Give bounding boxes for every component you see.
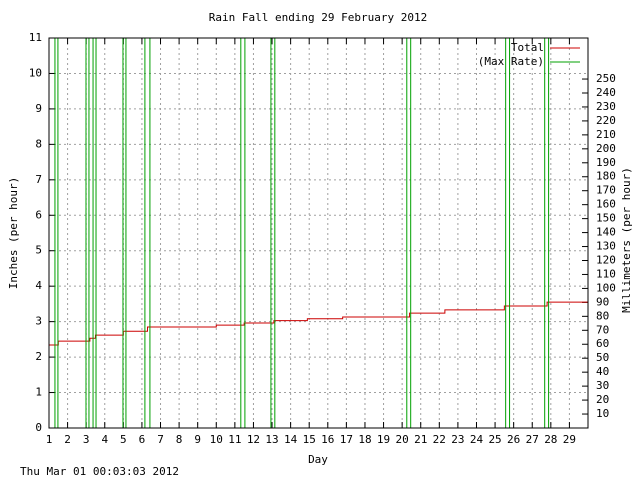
y2-tick-label: 190 (596, 156, 616, 169)
x-tick-label: 15 (303, 433, 316, 446)
y-tick-label: 1 (35, 386, 42, 399)
plot-border (48, 37, 589, 429)
x-tick-label: 14 (284, 433, 298, 446)
y-tick-label: 8 (35, 137, 42, 150)
chart-title: Rain Fall ending 29 February 2012 (209, 11, 428, 24)
y2-tick-label: 70 (596, 323, 609, 336)
y2-tick-label: 150 (596, 212, 616, 225)
x-tick-label: 7 (157, 433, 164, 446)
y-tick-label: 9 (35, 102, 42, 115)
x-tick-label: 1 (46, 433, 53, 446)
plot-area (49, 38, 588, 428)
x-tick-label: 27 (526, 433, 539, 446)
x-tick-label: 19 (377, 433, 390, 446)
y-tick-label: 4 (35, 279, 42, 292)
y2-tick-label: 20 (596, 393, 609, 406)
y2-tick-label: 50 (596, 351, 609, 364)
x-tick-label: 6 (139, 433, 146, 446)
y-tick-label: 5 (35, 244, 42, 257)
y2-tick-label: 210 (596, 128, 616, 141)
x-tick-label: 18 (358, 433, 371, 446)
x-tick-label: 24 (470, 433, 484, 446)
x-tick-label: 22 (433, 433, 446, 446)
y2-tick-label: 110 (596, 267, 616, 280)
legend-label: (Max Rate) (478, 55, 544, 68)
y2-tick-label: 220 (596, 114, 616, 127)
x-tick-label: 25 (488, 433, 501, 446)
x-tick-label: 5 (120, 433, 127, 446)
x-tick-label: 3 (83, 433, 90, 446)
y2-tick-label: 160 (596, 198, 616, 211)
y2-tick-label: 180 (596, 170, 616, 183)
y-tick-label: 10 (29, 66, 42, 79)
y2-tick-label: 80 (596, 309, 609, 322)
y2-tick-label: 170 (596, 184, 616, 197)
y2-tick-label: 200 (596, 142, 616, 155)
series-line (49, 301, 588, 346)
y-tick-label: 0 (35, 421, 42, 434)
timestamp: Thu Mar 01 00:03:03 2012 (20, 465, 179, 478)
y2-tick-label: 250 (596, 72, 616, 85)
y2-tick-label: 40 (596, 365, 609, 378)
x-tick-label: 10 (210, 433, 223, 446)
x-tick-label: 12 (247, 433, 260, 446)
x-tick-label: 9 (194, 433, 201, 446)
x-tick-label: 8 (176, 433, 183, 446)
x-tick-label: 2 (64, 433, 71, 446)
x-tick-label: 13 (265, 433, 278, 446)
x-tick-label: 26 (507, 433, 520, 446)
y2-axis-label: Millimeters (per hour) (620, 167, 633, 313)
y2-tick-label: 100 (596, 281, 616, 294)
y-tick-label: 6 (35, 208, 42, 221)
y2-tick-label: 240 (596, 86, 616, 99)
y2-tick-label: 60 (596, 337, 609, 350)
y2-tick-label: 30 (596, 379, 609, 392)
x-tick-label: 4 (101, 433, 108, 446)
y2-tick-label: 230 (596, 100, 616, 113)
x-tick-label: 21 (414, 433, 427, 446)
y2-tick-label: 120 (596, 253, 616, 266)
x-tick-label: 23 (451, 433, 464, 446)
legend-label: Total (511, 41, 544, 54)
y-tick-label: 11 (29, 31, 42, 44)
x-tick-label: 11 (228, 433, 241, 446)
y2-tick-label: 10 (596, 407, 609, 420)
y2-tick-label: 130 (596, 240, 616, 253)
y-axis-label: Inches (per hour) (7, 177, 20, 290)
y2-tick-label: 90 (596, 295, 609, 308)
y-tick-label: 7 (35, 173, 42, 186)
x-tick-label: 28 (544, 433, 557, 446)
y-tick-label: 3 (35, 315, 42, 328)
x-tick-label: 17 (340, 433, 353, 446)
x-tick-label: 29 (563, 433, 576, 446)
x-axis-label: Day (308, 453, 328, 466)
x-tick-label: 16 (321, 433, 334, 446)
x-tick-label: 20 (396, 433, 409, 446)
y2-tick-label: 140 (596, 226, 616, 239)
y-tick-label: 2 (35, 350, 42, 363)
